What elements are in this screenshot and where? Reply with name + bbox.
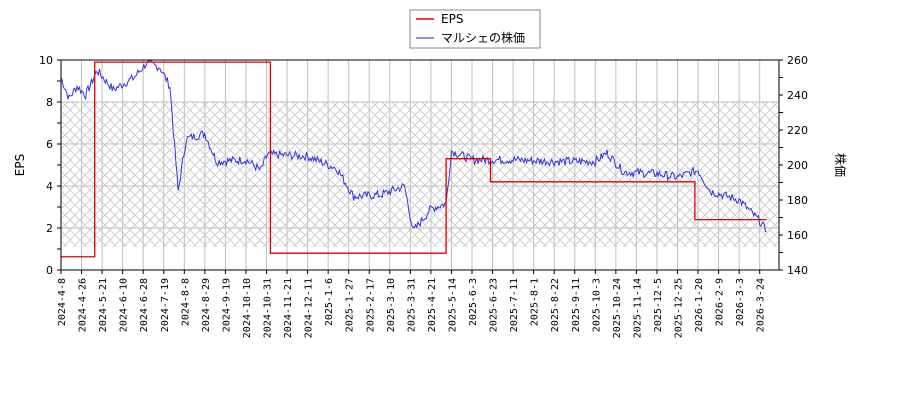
x-tick-label: 2025-10-3 [591,278,602,332]
legend-eps-label: EPS [441,12,463,26]
x-tick-label: 2025-12-5 [653,278,664,332]
x-tick-label: 2024-6-10 [119,278,130,332]
x-tick-label: 2025-3-10 [386,278,397,332]
x-tick-label: 2024-10-31 [263,278,274,338]
left-tick-label: 8 [46,96,53,109]
x-axis: 2024-4-8 2024-4-26 2024-5-21 2024-6-10 2024-… [57,270,767,338]
x-tick-label: 2024-4-26 [78,278,89,332]
x-tick-label: 2025-6-3 [468,278,479,326]
x-tick-label: 2025-2-17 [365,278,376,332]
x-tick-label: 2026-2-9 [715,278,726,326]
legend: EPS マルシェの株価 [409,9,541,49]
eps-series-line [61,61,767,258]
right-tick-label: 200 [787,159,808,172]
x-tick-label: 2025-1-6 [324,278,335,326]
x-tick-label: 2024-4-8 [57,278,68,326]
x-tick-label: 2024-8-29 [201,278,212,332]
x-tick-label: 2025-6-23 [489,278,500,332]
x-tick-label: 2025-5-14 [447,278,458,332]
x-tick-label: 2024-8-8 [180,278,191,326]
x-tick-label: 2026-3-3 [735,278,746,326]
right-tick-label: 180 [787,194,808,207]
right-tick-label: 220 [787,124,808,137]
right-axis: 140 160 180 200 220 240 260 [779,54,808,277]
x-tick-label: 2024-9-19 [221,278,232,332]
x-tick-label: 2024-11-21 [283,278,294,338]
x-tick-label: 2025-7-11 [509,278,520,332]
x-tick-label: 2024-10-10 [242,278,253,338]
legend-box [409,9,541,49]
left-tick-label: 2 [46,222,53,235]
right-tick-label: 160 [787,229,808,242]
left-axis: 0 2 4 6 8 10 [39,54,61,277]
right-tick-label: 140 [787,264,808,277]
price-series-line [61,60,767,233]
right-tick-label: 260 [787,54,808,67]
x-tick-label: 2024-7-19 [160,278,171,332]
x-tick-label: 2026-3-24 [756,278,767,332]
x-tick-label: 2025-3-31 [406,278,417,332]
x-tick-label: 2025-11-14 [632,278,643,338]
x-tick-label: 2025-4-21 [427,278,438,332]
x-tick-label: 2025-10-24 [612,278,623,338]
right-axis-title: 株価 [833,153,848,177]
x-tick-label: 2024-6-28 [139,278,150,332]
left-tick-label: 6 [46,138,53,151]
left-tick-label: 0 [46,264,53,277]
x-tick-label: 2025-8-22 [550,278,561,332]
x-tick-label: 2025-12-25 [674,278,685,338]
x-tick-label: 2025-8-1 [530,278,541,326]
x-tick-label: 2025-1-27 [345,278,356,332]
legend-price-label: マルシェの株価 [441,30,525,45]
x-tick-label: 2026-1-20 [694,278,705,332]
left-tick-label: 4 [46,180,53,193]
right-tick-label: 240 [787,89,808,102]
x-tick-label: 2024-12-11 [304,278,315,338]
x-tick-label: 2025-9-11 [571,278,582,332]
left-axis-title: EPS [13,154,27,176]
x-tick-label: 2024-5-21 [98,278,109,332]
left-tick-label: 10 [39,54,53,67]
